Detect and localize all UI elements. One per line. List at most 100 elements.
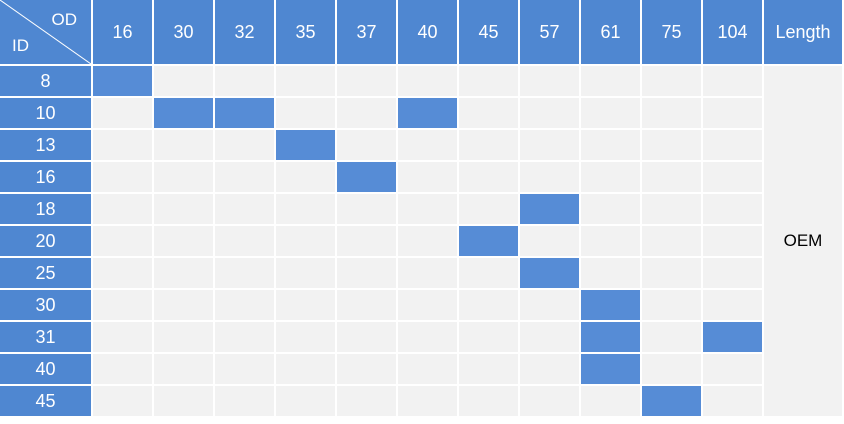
empty-cell <box>154 322 213 352</box>
row-header: 8 <box>0 66 91 96</box>
column-header: 61 <box>581 0 640 64</box>
empty-cell <box>154 66 213 96</box>
filled-cell <box>581 290 640 320</box>
empty-cell <box>642 258 701 288</box>
empty-cell <box>398 386 457 416</box>
row-header: 10 <box>0 98 91 128</box>
filled-cell <box>398 98 457 128</box>
row-header: 25 <box>0 258 91 288</box>
empty-cell <box>459 354 518 384</box>
empty-cell <box>703 66 762 96</box>
filled-cell <box>154 98 213 128</box>
column-header: 32 <box>215 0 274 64</box>
empty-cell <box>703 354 762 384</box>
filled-cell <box>581 322 640 352</box>
empty-cell <box>215 66 274 96</box>
empty-cell <box>581 194 640 224</box>
empty-cell <box>398 194 457 224</box>
empty-cell <box>642 226 701 256</box>
empty-cell <box>398 162 457 192</box>
empty-cell <box>93 386 152 416</box>
empty-cell <box>703 98 762 128</box>
empty-cell <box>276 162 335 192</box>
filled-cell <box>520 194 579 224</box>
empty-cell <box>337 386 396 416</box>
empty-cell <box>276 194 335 224</box>
empty-cell <box>459 98 518 128</box>
empty-cell <box>398 66 457 96</box>
empty-cell <box>642 98 701 128</box>
empty-cell <box>703 386 762 416</box>
empty-cell <box>276 290 335 320</box>
empty-cell <box>276 386 335 416</box>
filled-cell <box>642 386 701 416</box>
empty-cell <box>398 258 457 288</box>
empty-cell <box>581 226 640 256</box>
empty-cell <box>581 386 640 416</box>
empty-cell <box>337 290 396 320</box>
empty-cell <box>520 322 579 352</box>
empty-cell <box>520 386 579 416</box>
empty-cell <box>215 290 274 320</box>
empty-cell <box>703 194 762 224</box>
empty-cell <box>459 258 518 288</box>
empty-cell <box>337 226 396 256</box>
empty-cell <box>154 290 213 320</box>
empty-cell <box>276 98 335 128</box>
empty-cell <box>459 130 518 160</box>
empty-cell <box>215 194 274 224</box>
empty-cell <box>154 226 213 256</box>
empty-cell <box>642 322 701 352</box>
empty-cell <box>215 322 274 352</box>
id-label: ID <box>12 36 29 55</box>
filled-cell <box>459 226 518 256</box>
empty-cell <box>93 130 152 160</box>
empty-cell <box>703 162 762 192</box>
empty-cell <box>459 290 518 320</box>
empty-cell <box>215 130 274 160</box>
empty-cell <box>581 98 640 128</box>
empty-cell <box>154 354 213 384</box>
empty-cell <box>642 290 701 320</box>
empty-cell <box>154 130 213 160</box>
empty-cell <box>581 130 640 160</box>
empty-cell <box>337 194 396 224</box>
empty-cell <box>642 354 701 384</box>
empty-cell <box>337 258 396 288</box>
empty-cell <box>581 66 640 96</box>
column-header: 45 <box>459 0 518 64</box>
column-header: 40 <box>398 0 457 64</box>
empty-cell <box>459 66 518 96</box>
empty-cell <box>398 226 457 256</box>
column-header: 37 <box>337 0 396 64</box>
empty-cell <box>337 98 396 128</box>
column-header: 16 <box>93 0 152 64</box>
empty-cell <box>276 66 335 96</box>
empty-cell <box>276 322 335 352</box>
empty-cell <box>703 226 762 256</box>
empty-cell <box>642 66 701 96</box>
empty-cell <box>581 258 640 288</box>
empty-cell <box>581 162 640 192</box>
empty-cell <box>93 354 152 384</box>
od-label: OD <box>51 10 78 29</box>
empty-cell <box>154 194 213 224</box>
length-value: OEM <box>764 66 842 416</box>
diagonal-divider <box>0 0 91 64</box>
filled-cell <box>337 162 396 192</box>
empty-cell <box>642 162 701 192</box>
row-header: 20 <box>0 226 91 256</box>
row-header: 16 <box>0 162 91 192</box>
row-header: 45 <box>0 386 91 416</box>
empty-cell <box>154 386 213 416</box>
row-header: 31 <box>0 322 91 352</box>
empty-cell <box>93 162 152 192</box>
empty-cell <box>154 162 213 192</box>
filled-cell <box>276 130 335 160</box>
empty-cell <box>93 98 152 128</box>
empty-cell <box>337 322 396 352</box>
empty-cell <box>398 322 457 352</box>
empty-cell <box>520 226 579 256</box>
row-header: 13 <box>0 130 91 160</box>
empty-cell <box>215 354 274 384</box>
